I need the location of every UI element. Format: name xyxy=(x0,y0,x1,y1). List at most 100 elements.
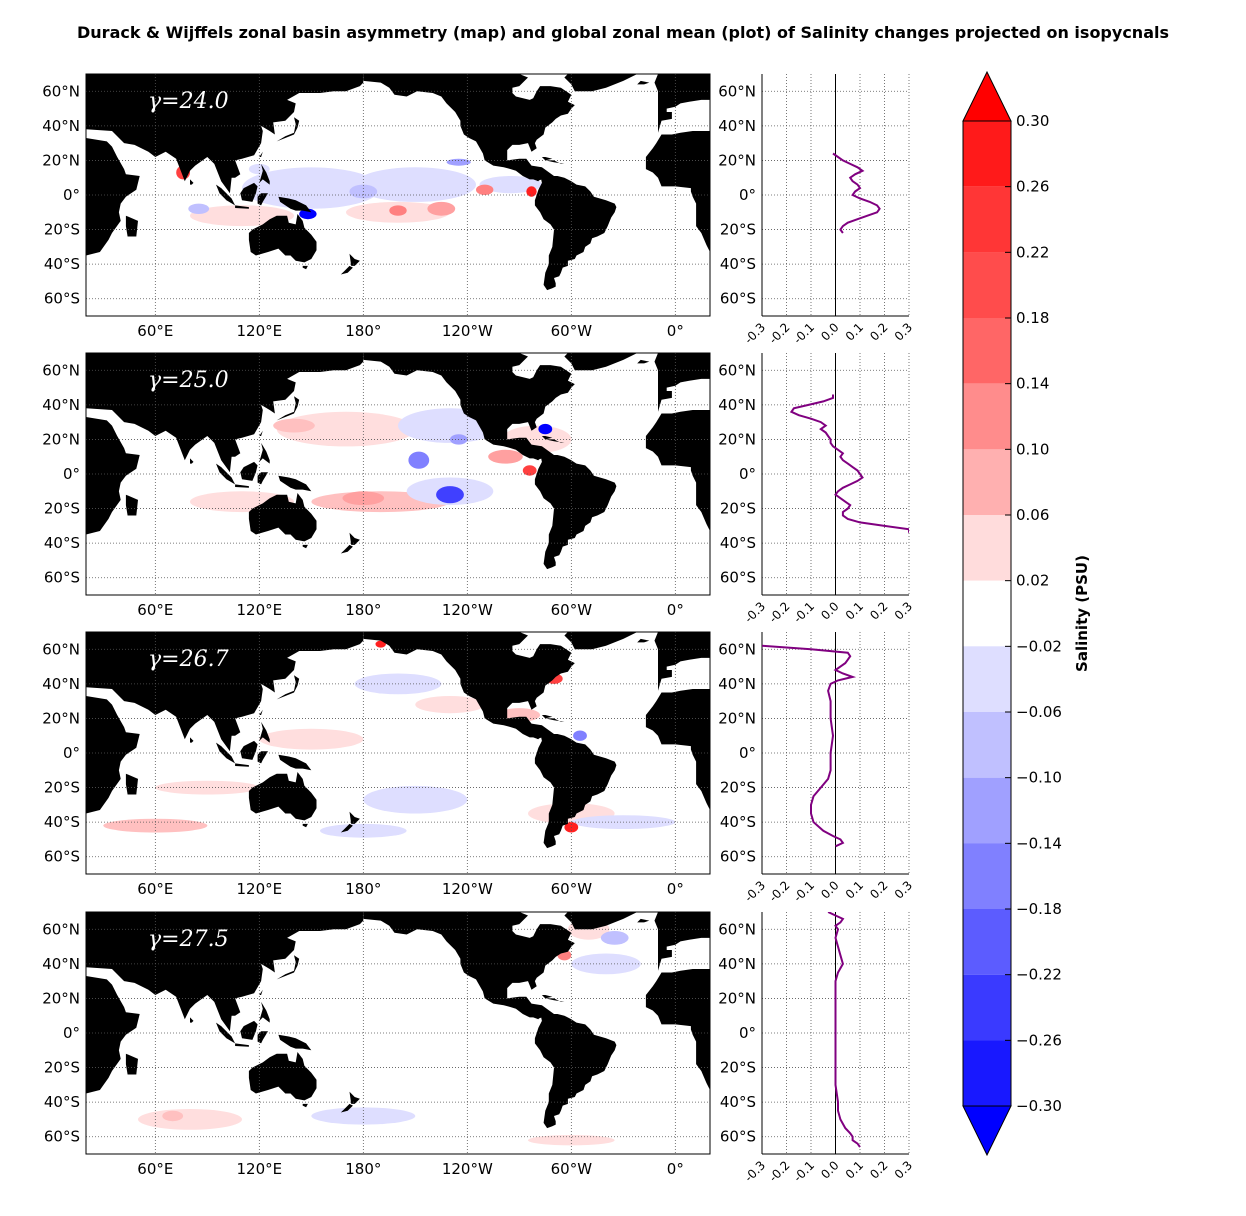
colorbar-tick-label: 0.18 xyxy=(1016,309,1049,327)
colorbar-band xyxy=(963,580,1011,647)
zonal-mean-plot: -0.3-0.2-0.1 0.0 0.1 0.2 0.3 xyxy=(742,353,915,626)
map-frame xyxy=(85,352,711,596)
landmass xyxy=(276,675,300,700)
zm-lat-tick-label: 40°N xyxy=(718,955,756,973)
anomaly-blob xyxy=(522,465,537,476)
lat-tick-label: 20°S xyxy=(44,221,80,239)
landmass xyxy=(545,718,565,722)
landmass xyxy=(216,184,236,206)
zm-x-tick-label: 0.1 xyxy=(843,878,866,901)
zm-x-tick-label: 0.1 xyxy=(843,599,866,622)
landmass xyxy=(86,976,140,1094)
landmass xyxy=(259,709,263,715)
colorbar-band xyxy=(963,318,1011,384)
zonal-mean-plot: -0.3-0.2-0.1 0.0 0.1 0.2 0.3 xyxy=(742,74,915,347)
map-grid xyxy=(86,353,710,595)
landmass xyxy=(86,417,140,535)
colorbar-band xyxy=(963,1040,1011,1106)
landmass xyxy=(654,632,710,691)
zm-lat-tick-label: 0° xyxy=(739,744,756,762)
anomaly-blob xyxy=(415,696,485,714)
zm-x-tick-label: -0.2 xyxy=(766,599,792,625)
lon-tick-label: 60°E xyxy=(137,601,173,619)
landmass xyxy=(534,174,617,291)
landmass xyxy=(541,436,553,440)
landmass xyxy=(257,472,268,485)
landmass xyxy=(240,461,258,481)
lat-tick-label: 20°N xyxy=(42,709,80,727)
zm-lat-tick-label: 0° xyxy=(739,1024,756,1042)
anomaly-field xyxy=(176,158,542,227)
map-area xyxy=(86,353,710,595)
anomaly-blob xyxy=(573,730,587,741)
zm-lat-tick-label: 40°S xyxy=(720,813,756,831)
lat-tick-label: 60°N xyxy=(42,361,80,379)
zonal-mean-line xyxy=(762,644,857,848)
landmass xyxy=(363,74,575,182)
anomaly-blob xyxy=(479,176,542,194)
landmass xyxy=(637,918,650,923)
anomaly-blob xyxy=(138,1109,242,1130)
landmass xyxy=(259,1001,270,1023)
colorbar-tick-label: 0.02 xyxy=(1016,572,1049,590)
landmass xyxy=(278,196,312,213)
landmass xyxy=(259,430,263,436)
zm-lat-tick-label: 60°N xyxy=(718,361,756,379)
map-grid xyxy=(86,74,710,316)
colorbar-tick-label: −0.06 xyxy=(1016,703,1062,721)
landmass xyxy=(340,1103,353,1113)
landmass xyxy=(637,638,650,643)
colorbar-band xyxy=(963,843,1011,909)
landmass xyxy=(302,1103,308,1108)
zm-x-tick-label: -0.3 xyxy=(742,878,768,904)
lat-tick-label: 60°N xyxy=(42,640,80,658)
anomaly-blob xyxy=(155,780,260,795)
zonal-mean-plot: -0.3-0.2-0.1 0.0 0.1 0.2 0.3 xyxy=(742,912,915,1185)
zm-x-tick-label: -0.1 xyxy=(791,878,817,904)
zonal-mean-plot: -0.3-0.2-0.1 0.0 0.1 0.2 0.3 xyxy=(742,632,915,905)
land xyxy=(86,74,710,291)
colorbar-tick-label: −0.30 xyxy=(1016,1097,1062,1115)
zm-lat-tick-label: 40°S xyxy=(720,255,756,273)
panel-label: γ=24.0 xyxy=(148,89,229,114)
landmass xyxy=(216,1022,236,1044)
lon-tick-label: 180° xyxy=(345,1160,381,1178)
zm-x-tick-label: 0.3 xyxy=(892,320,915,343)
lon-tick-label: 60°W xyxy=(551,880,593,898)
landmass xyxy=(534,732,617,849)
zm-lat-tick-label: 60°S xyxy=(720,848,756,866)
landmass xyxy=(637,80,650,85)
colorbar-tick-label: −0.18 xyxy=(1016,900,1062,918)
zm-lat-tick-label: 60°S xyxy=(720,290,756,308)
panel-1: γ=24.0 60°N 60°N 40°N 40°N 20°N 20°N 0° 0° 20°S 20… xyxy=(42,73,915,347)
colorbar-tick-label: 0.06 xyxy=(1016,506,1049,524)
zm-lat-tick-label: 20°N xyxy=(718,709,756,727)
lon-tick-label: 60°E xyxy=(137,322,173,340)
lon-tick-label: 60°W xyxy=(551,601,593,619)
landmass xyxy=(654,74,710,133)
landmass xyxy=(216,463,236,485)
landmass xyxy=(240,740,258,760)
colorbar-tick-label: −0.22 xyxy=(1016,966,1062,984)
zm-x-tick-label: 0.2 xyxy=(867,1158,890,1181)
anomaly-blob xyxy=(276,411,416,447)
lat-tick-label: 40°N xyxy=(42,396,80,414)
lat-tick-label: 60°S xyxy=(44,848,80,866)
landmass xyxy=(564,912,638,930)
colorbar-band xyxy=(963,777,1011,844)
landmass xyxy=(257,751,268,764)
landmass xyxy=(248,493,317,542)
land xyxy=(86,353,710,570)
landmass xyxy=(190,179,194,185)
landmass xyxy=(86,912,364,1032)
landmass xyxy=(278,754,312,771)
lon-tick-label: 180° xyxy=(345,880,381,898)
lat-tick-label: 0° xyxy=(63,186,80,204)
anomaly-blob xyxy=(342,491,385,506)
colorbar-label: Salinity (PSU) xyxy=(1073,555,1091,672)
landmass xyxy=(278,1034,312,1051)
zonal-mean-line xyxy=(832,152,881,234)
anomaly-blob xyxy=(526,186,537,197)
anomaly-blob xyxy=(408,451,430,469)
lat-tick-label: 0° xyxy=(63,744,80,762)
